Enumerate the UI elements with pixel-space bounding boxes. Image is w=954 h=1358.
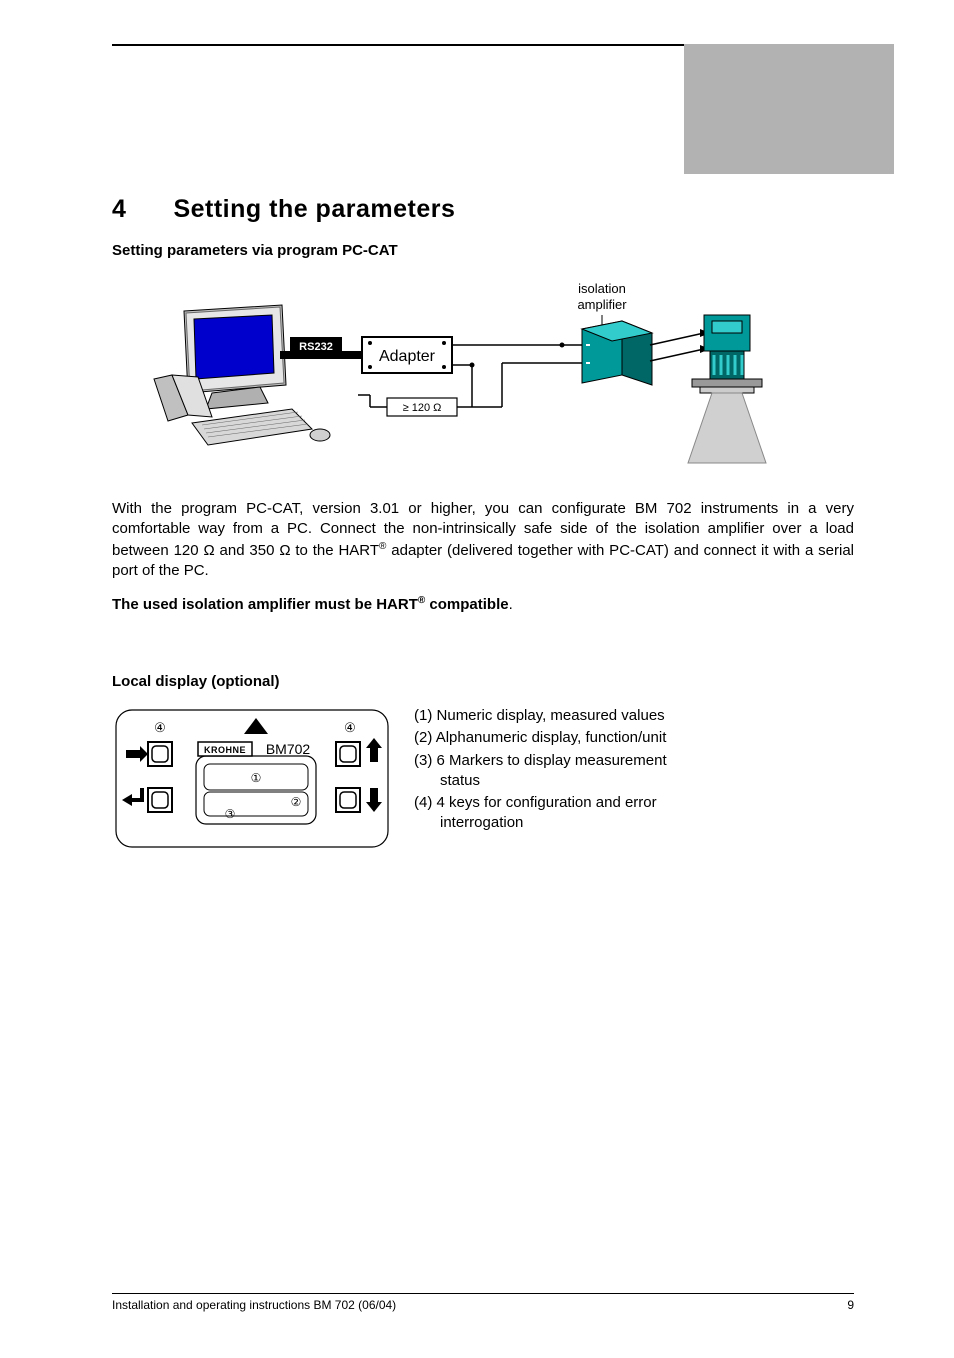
pc-icon — [154, 305, 330, 445]
section-subhead-pccat: Setting parameters via program PC-CAT — [112, 242, 854, 259]
circled-1: ① — [251, 771, 262, 785]
legend-item-3: (3) 6 Markers to display measurement sta… — [414, 751, 667, 792]
page-content: 4 Setting the parameters Setting paramet… — [112, 195, 854, 851]
legend-item-4: (4) 4 keys for configuration and error i… — [414, 793, 667, 834]
chapter-number: 4 — [112, 195, 166, 224]
legend-item-1: (1) Numeric display, measured values — [414, 706, 667, 726]
connection-diagram: RS232 Adapter ≥ 120 Ω — [152, 275, 832, 475]
isolation-label-2: amplifier — [577, 297, 627, 312]
node-dot — [470, 363, 475, 368]
circled-3: ③ — [225, 807, 236, 821]
resistor-label: ≥ 120 Ω — [403, 402, 442, 414]
display-legend: (1) Numeric display, measured values (2)… — [414, 706, 667, 836]
brand-label: KROHNE — [204, 745, 246, 755]
circled-4-left: ④ — [154, 720, 166, 735]
iso-amp-icon — [582, 321, 652, 385]
footer-left: Installation and operating instructions … — [112, 1298, 396, 1312]
chapter-title: Setting the parameters — [173, 195, 455, 223]
page-footer: Installation and operating instructions … — [112, 1293, 854, 1312]
sensor-icon — [688, 315, 766, 463]
wire-amp-sensor-2 — [650, 349, 704, 361]
section-subhead-localdisplay: Local display (optional) — [112, 673, 854, 690]
isolation-label-1: isolation — [578, 281, 626, 296]
circled-4-right: ④ — [344, 720, 356, 735]
device-label: BM702 — [266, 741, 311, 757]
section-paragraph: With the program PC-CAT, version 3.01 or… — [112, 499, 854, 581]
footer-page-number: 9 — [847, 1298, 854, 1312]
local-display-diagram: ④ KROHNE BM702 ① ② ③ — [112, 706, 392, 851]
legend-item-2: (2) Alphanumeric display, function/unit — [414, 728, 667, 748]
circled-2: ② — [291, 795, 302, 809]
node-dot-2 — [560, 343, 565, 348]
bold-note: The used isolation amplifier must be HAR… — [112, 595, 854, 613]
header-gray-block — [684, 44, 894, 174]
chapter-heading: 4 Setting the parameters — [112, 195, 854, 224]
adapter-box: Adapter — [362, 337, 452, 373]
wire-amp-sensor-1 — [650, 333, 704, 345]
adapter-label: Adapter — [379, 348, 436, 365]
